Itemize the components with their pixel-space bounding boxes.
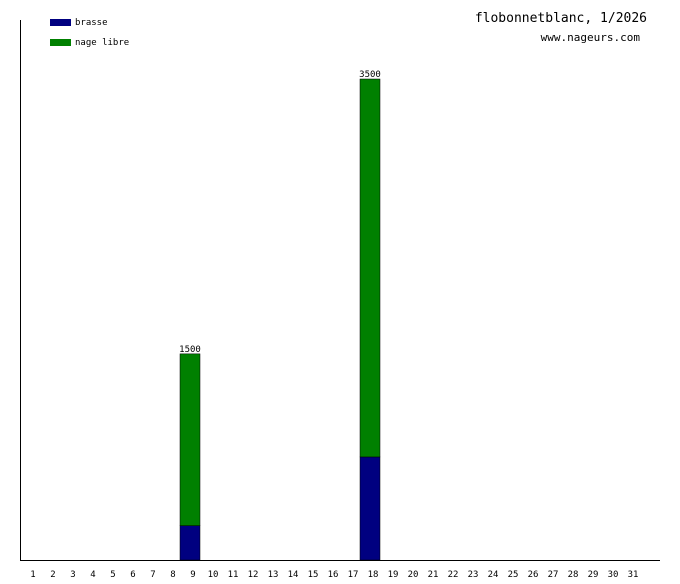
x-tick-label: 29 <box>588 570 599 580</box>
x-tick-label: 15 <box>308 570 319 580</box>
x-tick-label: 23 <box>468 570 479 580</box>
x-tick-label: 14 <box>288 570 299 580</box>
bar-segment <box>359 78 381 458</box>
x-tick-label: 8 <box>170 570 175 580</box>
x-tick-label: 2 <box>50 570 55 580</box>
x-tick-label: 24 <box>488 570 499 580</box>
x-tick-label: 22 <box>448 570 459 580</box>
x-tick-label: 20 <box>408 570 419 580</box>
total-label: 3500 <box>359 70 381 80</box>
x-tick-label: 31 <box>628 570 639 580</box>
bar-segment <box>359 456 381 561</box>
x-tick-label: 11 <box>228 570 239 580</box>
x-tick-label: 25 <box>508 570 519 580</box>
x-tick-label: 4 <box>90 570 95 580</box>
x-tick-label: 30 <box>608 570 619 580</box>
total-label: 1500 <box>179 345 201 355</box>
x-tick-label: 26 <box>528 570 539 580</box>
x-tick-label: 13 <box>268 570 279 580</box>
x-tick-label: 21 <box>428 570 439 580</box>
legend-swatch <box>50 19 71 26</box>
x-tick-label: 19 <box>388 570 399 580</box>
x-tick-label: 18 <box>368 570 379 580</box>
x-tick-label: 9 <box>190 570 195 580</box>
x-tick-label: 6 <box>130 570 135 580</box>
chart-subtitle: www.nageurs.com <box>541 31 641 44</box>
x-tick-label: 3 <box>70 570 75 580</box>
x-tick-label: 17 <box>348 570 359 580</box>
x-tick-label: 12 <box>248 570 259 580</box>
bar-segment <box>179 525 201 561</box>
x-tick-label: 7 <box>150 570 155 580</box>
x-tick-label: 27 <box>548 570 559 580</box>
chart-title: flobonnetblanc, 1/2026 <box>475 11 647 26</box>
legend-swatch <box>50 39 71 46</box>
x-tick-label: 28 <box>568 570 579 580</box>
x-tick-label: 5 <box>110 570 115 580</box>
x-tick-label: 16 <box>328 570 339 580</box>
x-tick-label: 1 <box>30 570 35 580</box>
legend-label: nage libre <box>75 38 129 48</box>
bar-segment <box>179 353 201 526</box>
x-tick-label: 10 <box>208 570 219 580</box>
legend-label: brasse <box>75 18 108 28</box>
